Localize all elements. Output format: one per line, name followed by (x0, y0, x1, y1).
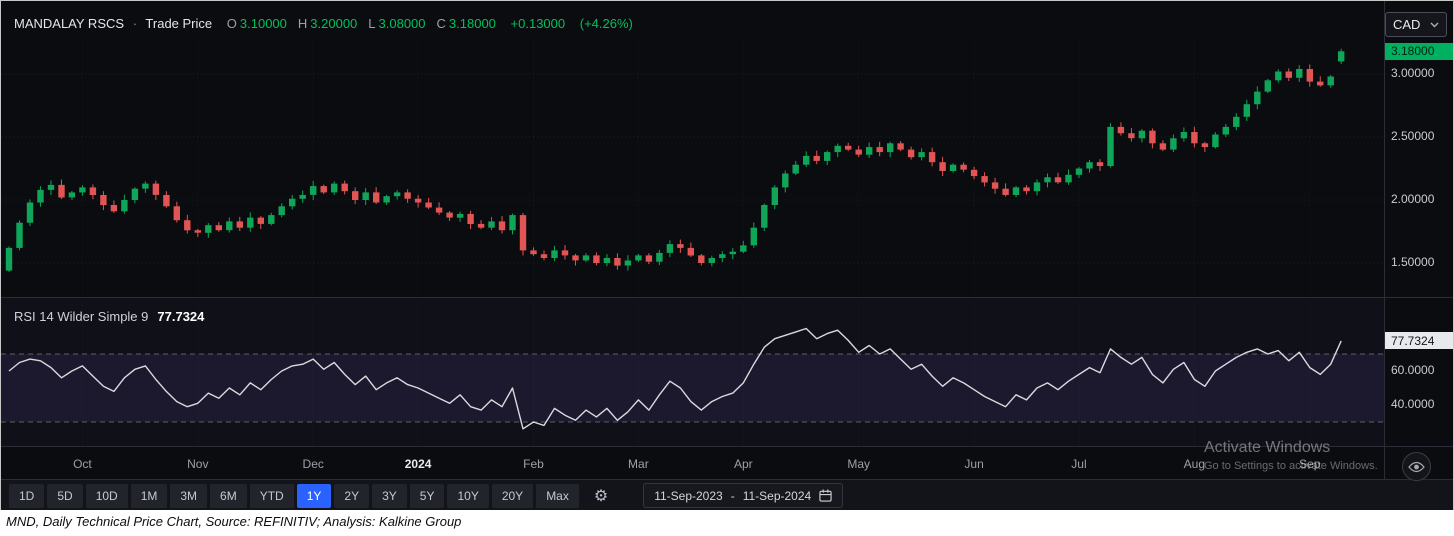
rsi-axis-tick: 60.0000 (1391, 363, 1435, 377)
range-button-10y[interactable]: 10Y (447, 483, 489, 508)
rsi-value-badge: 77.7324 (1385, 332, 1453, 350)
range-button-3y[interactable]: 3Y (372, 483, 407, 508)
range-button-2y[interactable]: 2Y (334, 483, 370, 508)
date-to: 11-Sep-2024 (742, 488, 812, 503)
ohlc-label: L (368, 16, 376, 31)
chart-canvas[interactable] (1, 1, 1454, 510)
change-value: +0.13000 (510, 16, 566, 31)
ohlc-label: H (297, 16, 308, 31)
ohlc-value: 3.10000 (239, 16, 287, 31)
rsi-value: 77.7324 (157, 309, 205, 324)
currency-selector[interactable]: CAD (1385, 12, 1447, 37)
range-button-5d[interactable]: 5D (47, 483, 83, 508)
time-axis-label: Mar (628, 457, 649, 471)
instrument-name: MANDALAY RSCS (14, 16, 125, 31)
ohlc-value: 3.08000 (378, 16, 426, 31)
range-toolbar: 1D 5D 10D 1M 3M 6M YTD 1Y 2Y 3Y 5Y 10Y 20Y Max ⚙ 11-S… (1, 480, 1453, 510)
date-range-picker[interactable]: 11-Sep-2023 - 11-Sep-2024 (643, 483, 844, 508)
date-separator: - (730, 488, 735, 503)
chart-caption: MND, Daily Technical Price Chart, Source… (6, 514, 462, 529)
price-axis-tick: 3.00000 (1391, 66, 1435, 80)
rsi-axis-tick: 40.0000 (1391, 397, 1435, 411)
time-axis-label: Jul (1071, 457, 1087, 471)
ohlc-value: 3.18000 (448, 16, 496, 31)
currency-label: CAD (1393, 17, 1421, 32)
gear-icon[interactable]: ⚙ (588, 484, 614, 508)
date-from: 11-Sep-2023 (654, 488, 723, 503)
range-button-1d[interactable]: 1D (9, 483, 45, 508)
range-buttons: 1D 5D 10D 1M 3M 6M YTD 1Y 2Y 3Y 5Y 10Y 20Y Max (9, 483, 579, 508)
range-button-3m[interactable]: 3M (170, 483, 208, 508)
range-button-1m[interactable]: 1M (130, 483, 168, 508)
last-price-badge: 3.18000 (1385, 42, 1453, 60)
time-axis-label: Sep (1299, 457, 1321, 471)
range-button-6m[interactable]: 6M (210, 483, 247, 508)
series-label: Trade Price (145, 16, 213, 31)
eye-icon (1408, 461, 1425, 472)
time-axis-label: Apr (733, 457, 753, 471)
ohlc-values: O 3.10000 H 3.20000 L 3.08000 C 3.18000 (216, 16, 496, 31)
time-axis-label: Aug (1183, 457, 1206, 471)
ohlc-label: C (436, 16, 446, 31)
price-axis-tick: 2.50000 (1391, 129, 1435, 143)
range-button-10d[interactable]: 10D (85, 483, 128, 508)
range-button-5y[interactable]: 5Y (409, 483, 445, 508)
price-axis-tick: 2.00000 (1391, 192, 1435, 206)
time-axis-label: Oct (73, 457, 92, 471)
time-axis-label: 2024 (404, 457, 432, 471)
range-button-1y[interactable]: 1Y (296, 483, 332, 508)
calendar-icon (819, 489, 832, 502)
range-button-ytd[interactable]: YTD (249, 483, 294, 508)
ohlc-label: O (226, 16, 237, 31)
time-axis-label: Nov (187, 457, 209, 471)
price-axis-tick: 1.50000 (1391, 255, 1435, 269)
time-axis-label: Jun (964, 457, 984, 471)
chart-header: MANDALAY RSCS · Trade Price O 3.10000 H 3.2… (14, 16, 633, 31)
header-separator: · (132, 16, 138, 31)
range-button-max[interactable]: Max (536, 483, 579, 508)
chevron-down-icon (1430, 22, 1439, 27)
time-axis-label: Feb (523, 457, 544, 471)
eye-overlay-button[interactable] (1402, 452, 1431, 481)
time-axis-label: May (847, 457, 871, 471)
change-percent: (+4.26%) (579, 16, 633, 31)
ohlc-value: 3.20000 (310, 16, 358, 31)
price-chart-panel: MANDALAY RSCS · Trade Price O 3.10000 H 3.2… (0, 0, 1454, 510)
rsi-label: RSI 14 Wilder Simple 9 (14, 309, 149, 324)
rsi-header: RSI 14 Wilder Simple 9 77.7324 (14, 309, 204, 324)
time-axis-label: Dec (302, 457, 324, 471)
range-button-20y[interactable]: 20Y (491, 483, 534, 508)
